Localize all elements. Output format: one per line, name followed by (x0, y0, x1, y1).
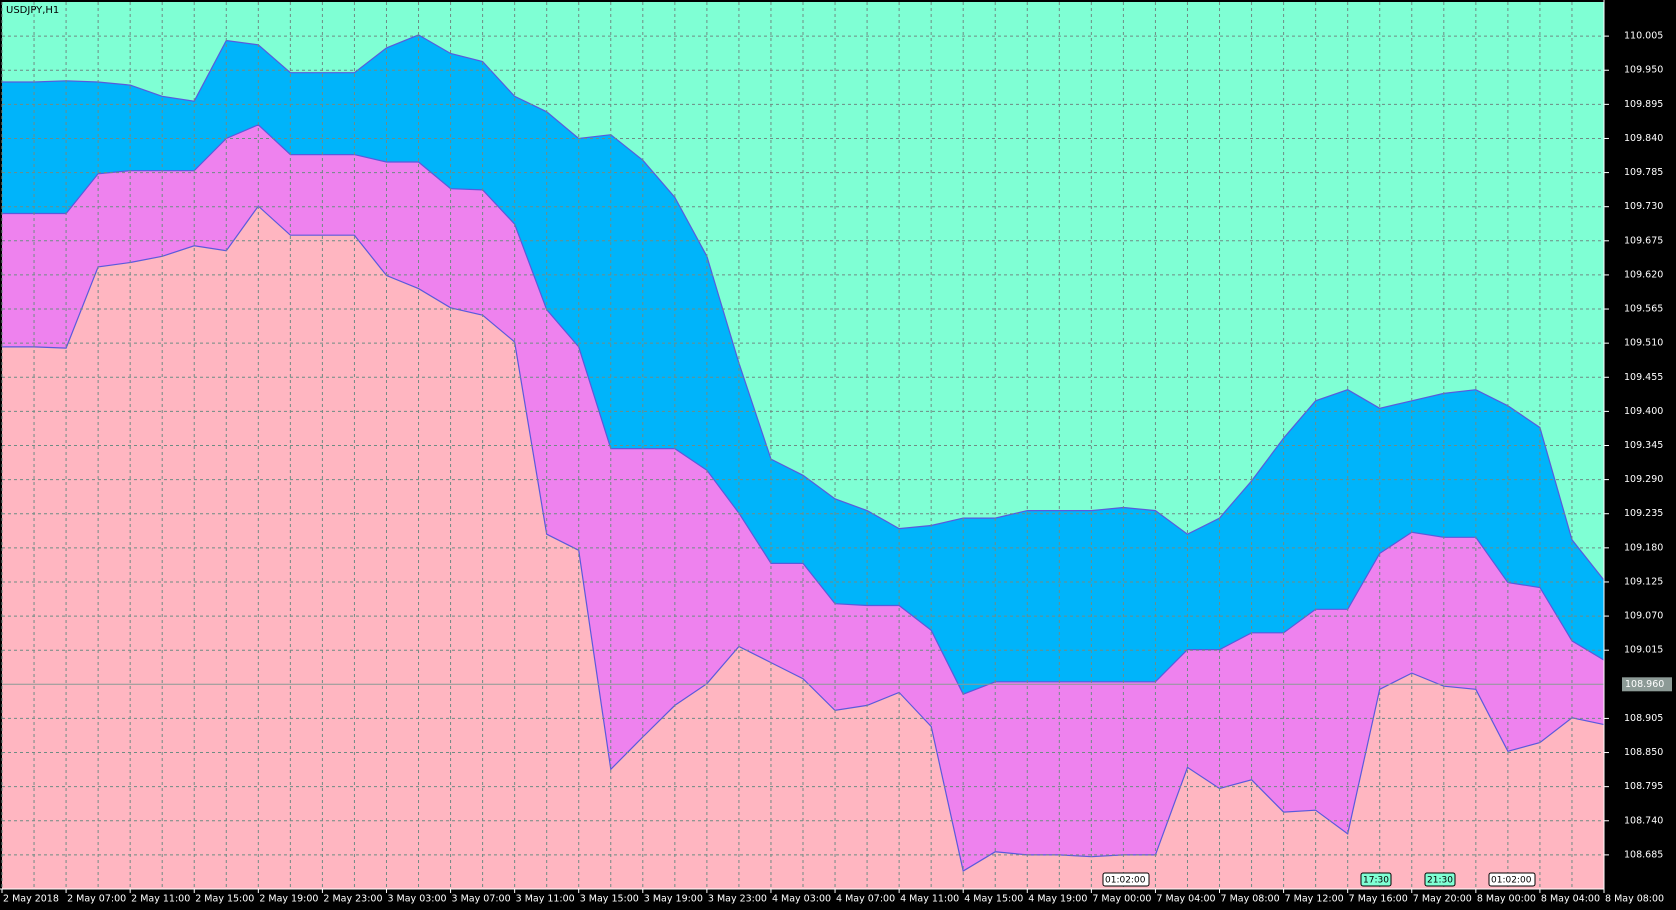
x-tick-label: 7 May 08:00 (1221, 894, 1280, 905)
chart-title: USDJPY,H1 (6, 5, 59, 16)
band-line (2, 124, 1605, 695)
y-tick-label: 110.005 (1624, 31, 1663, 42)
time-marker: 01:02:00 (1491, 876, 1532, 886)
time-marker-box (1102, 872, 1150, 887)
price-axis (1604, 0, 1676, 910)
y-tick-label: 108.795 (1624, 781, 1663, 792)
time-marker-box (1488, 872, 1536, 887)
y-tick-label: 109.675 (1624, 235, 1663, 246)
x-tick-label: 2 May 15:00 (195, 894, 254, 905)
x-tick-label: 3 May 15:00 (580, 894, 639, 905)
x-tick-label: 2 May 11:00 (131, 894, 190, 905)
x-tick-label: 7 May 12:00 (1285, 894, 1344, 905)
time-marker: 17:30 (1363, 876, 1389, 886)
x-tick-label: 4 May 07:00 (836, 894, 895, 905)
x-tick-label: 2 May 23:00 (323, 894, 382, 905)
y-tick-label: 109.015 (1624, 645, 1663, 656)
x-tick-label: 8 May 04:00 (1541, 894, 1600, 905)
x-tick-label: 4 May 11:00 (900, 894, 959, 905)
x-tick-label: 2 May 2018 (3, 894, 59, 905)
y-tick-label: 109.785 (1624, 167, 1663, 178)
y-tick-label: 109.510 (1624, 338, 1663, 349)
x-tick-label: 7 May 00:00 (1092, 894, 1151, 905)
band-line (2, 34, 1605, 581)
y-tick-label: 109.565 (1624, 304, 1663, 315)
y-tick-label: 109.235 (1624, 508, 1663, 519)
x-tick-label: 7 May 20:00 (1413, 894, 1472, 905)
x-tick-label: 3 May 11:00 (516, 894, 575, 905)
x-tick-label: 8 May 00:00 (1477, 894, 1536, 905)
y-tick-label: 109.400 (1624, 406, 1663, 417)
band-area (2, 206, 1604, 890)
y-tick-label: 109.125 (1624, 576, 1663, 587)
y-tick-label: 109.290 (1624, 474, 1663, 485)
y-tick-label: 109.455 (1624, 372, 1663, 383)
x-tick-label: 2 May 07:00 (67, 894, 126, 905)
y-tick-label: 109.950 (1624, 65, 1663, 76)
time-marker: 01:02:00 (1105, 876, 1146, 886)
y-tick-label: 109.180 (1624, 542, 1663, 553)
time-marker-box (1360, 872, 1392, 887)
x-tick-label: 4 May 03:00 (772, 894, 831, 905)
y-tick-label: 109.345 (1624, 440, 1663, 451)
x-tick-label: 4 May 19:00 (1028, 894, 1087, 905)
x-tick-label: 3 May 07:00 (452, 894, 511, 905)
y-tick-label: 109.070 (1624, 611, 1663, 622)
y-tick-label: 109.620 (1624, 269, 1663, 280)
y-tick-label: 108.850 (1624, 747, 1663, 758)
x-tick-label: 2 May 19:00 (259, 894, 318, 905)
price-label-box (1622, 677, 1672, 692)
x-tick-label: 3 May 19:00 (644, 894, 703, 905)
x-tick-label: 7 May 04:00 (1156, 894, 1215, 905)
y-tick-label: 109.840 (1624, 133, 1663, 144)
band-line (2, 205, 1605, 872)
y-tick-label: 108.905 (1624, 713, 1663, 724)
x-tick-label: 4 May 15:00 (964, 894, 1023, 905)
x-tick-label: 3 May 23:00 (708, 894, 767, 905)
price-label: 108.960 (1625, 679, 1664, 690)
time-axis (0, 889, 1676, 910)
x-tick-label: 3 May 03:00 (387, 894, 446, 905)
y-tick-label: 109.895 (1624, 99, 1663, 110)
y-tick-label: 108.740 (1624, 815, 1663, 826)
time-marker: 21:30 (1427, 876, 1453, 886)
y-tick-label: 109.730 (1624, 201, 1663, 212)
x-tick-label: 7 May 16:00 (1349, 894, 1408, 905)
x-tick-label: 8 May 08:00 (1605, 894, 1664, 905)
y-tick-label: 108.685 (1624, 849, 1663, 860)
time-marker-box (1424, 872, 1456, 887)
